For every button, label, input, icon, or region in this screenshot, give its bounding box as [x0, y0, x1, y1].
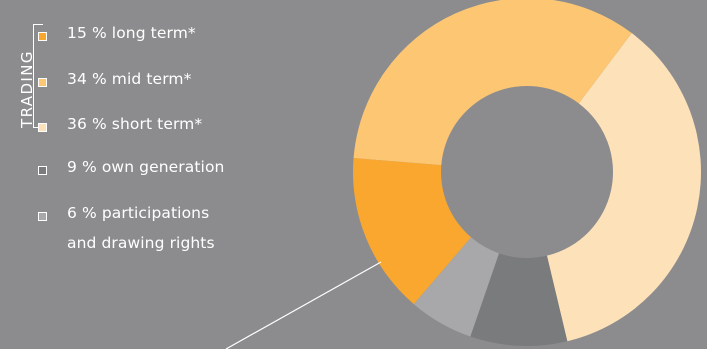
legend-swatch-mid-term: [38, 78, 47, 87]
legend-label-mid-term: 34 % mid term*: [67, 70, 192, 88]
donut-slice-mid: [353, 0, 632, 166]
legend-item-mid-term: 34 % mid term*: [38, 70, 191, 94]
legend-swatch-short-term: [38, 123, 47, 132]
legend-swatch-long-term: [38, 32, 47, 41]
legend-label-participations-line2: and drawing rights: [67, 234, 215, 252]
chart-legend: TRADING 15 % long term* 34 % mid term* 3…: [0, 0, 300, 349]
legend-label-participations: 6 % participations and drawing rights: [67, 198, 215, 258]
legend-label-short-term: 36 % short term*: [67, 115, 203, 133]
donut-slice-own: [470, 253, 568, 346]
legend-swatch-participations: [38, 212, 47, 221]
legend-label-participations-line1: 6 % participations: [67, 204, 210, 222]
callout-line: [225, 261, 382, 349]
legend-swatch-own-generation: [38, 166, 47, 175]
legend-item-long-term: 15 % long term*: [38, 24, 196, 48]
legend-label-own-generation: 9 % own generation: [67, 158, 225, 176]
donut-slice-short: [546, 33, 701, 342]
legend-item-participations: 6 % participations and drawing rights: [38, 204, 215, 258]
donut-slice-participations: [413, 237, 500, 337]
donut-slice-long: [353, 158, 472, 305]
legend-label-long-term: 15 % long term*: [67, 24, 196, 42]
legend-item-short-term: 36 % short term*: [38, 115, 202, 139]
donut-slices: [353, 0, 701, 346]
legend-item-own-generation: 9 % own generation: [38, 158, 224, 182]
